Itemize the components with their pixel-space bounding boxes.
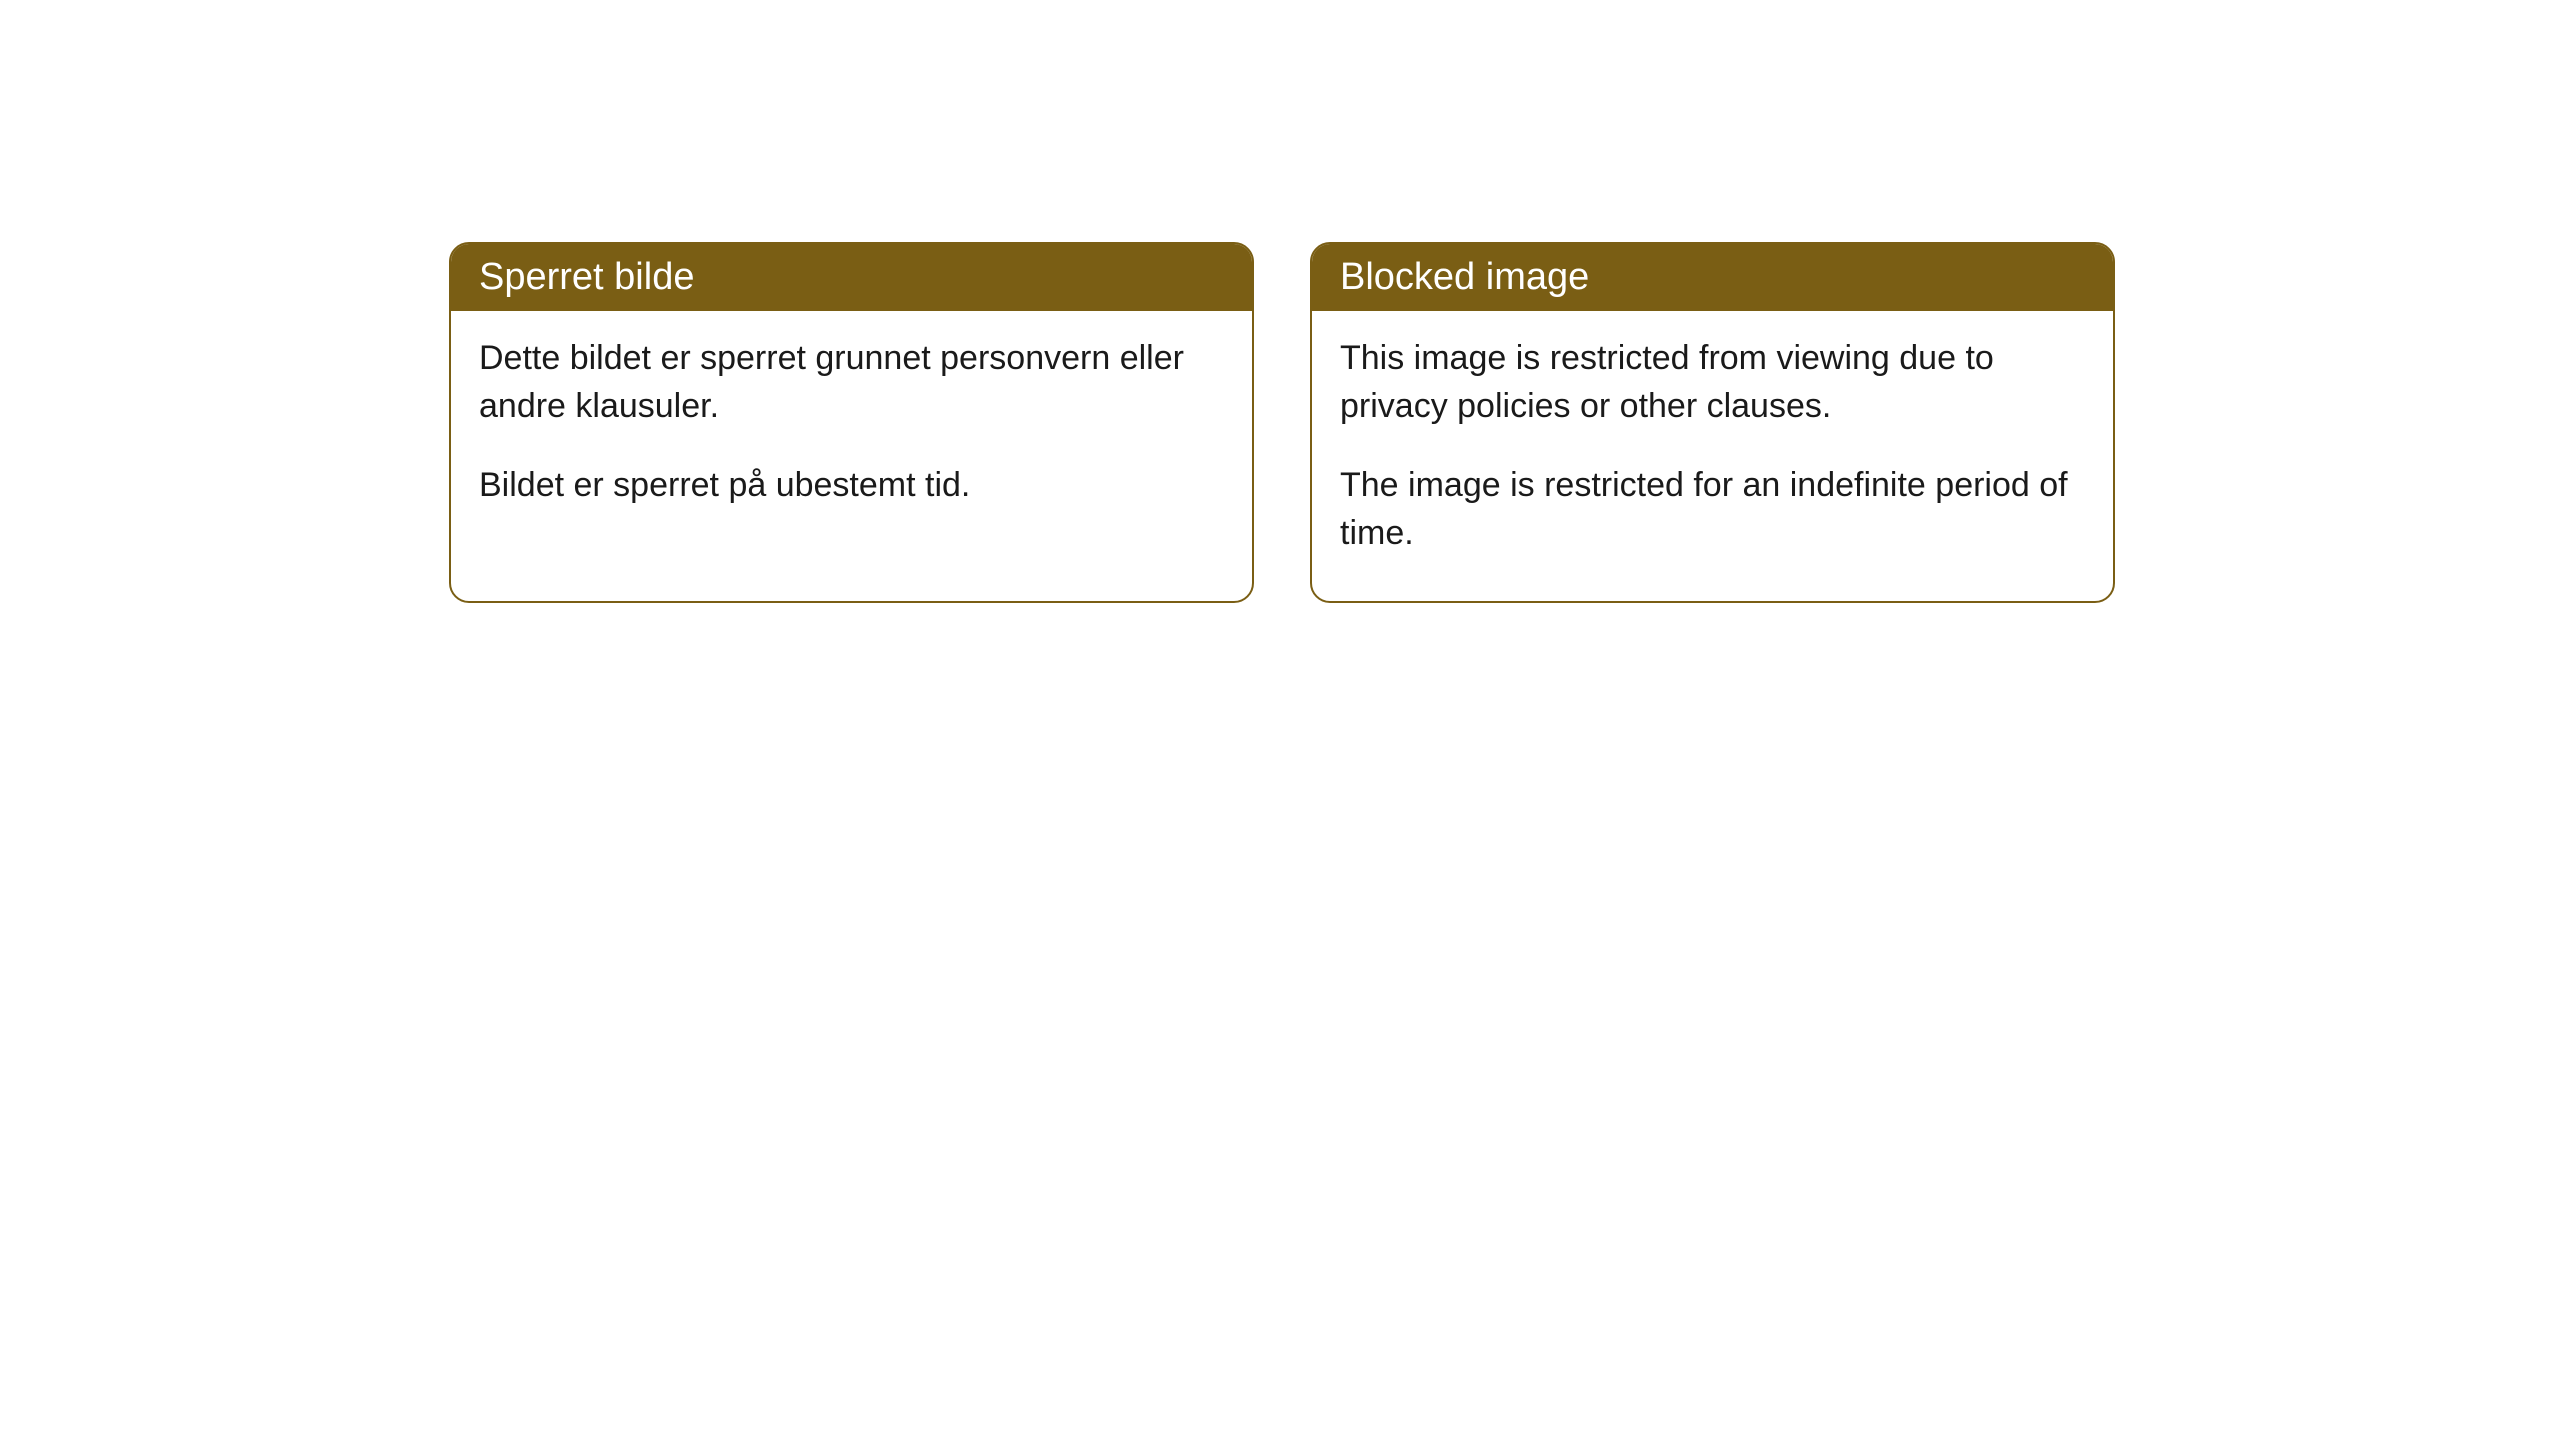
card-body-english: This image is restricted from viewing du… [1312,311,2113,601]
cards-container: Sperret bilde Dette bildet er sperret gr… [449,242,2115,603]
card-body-norwegian: Dette bildet er sperret grunnet personve… [451,311,1252,554]
card-paragraph: Dette bildet er sperret grunnet personve… [479,335,1224,430]
card-header-english: Blocked image [1312,244,2113,311]
card-norwegian: Sperret bilde Dette bildet er sperret gr… [449,242,1254,603]
card-title: Sperret bilde [479,256,694,298]
card-header-norwegian: Sperret bilde [451,244,1252,311]
card-english: Blocked image This image is restricted f… [1310,242,2115,603]
card-title: Blocked image [1340,256,1589,298]
card-paragraph: This image is restricted from viewing du… [1340,335,2085,430]
card-paragraph: The image is restricted for an indefinit… [1340,462,2085,557]
card-paragraph: Bildet er sperret på ubestemt tid. [479,462,1224,510]
